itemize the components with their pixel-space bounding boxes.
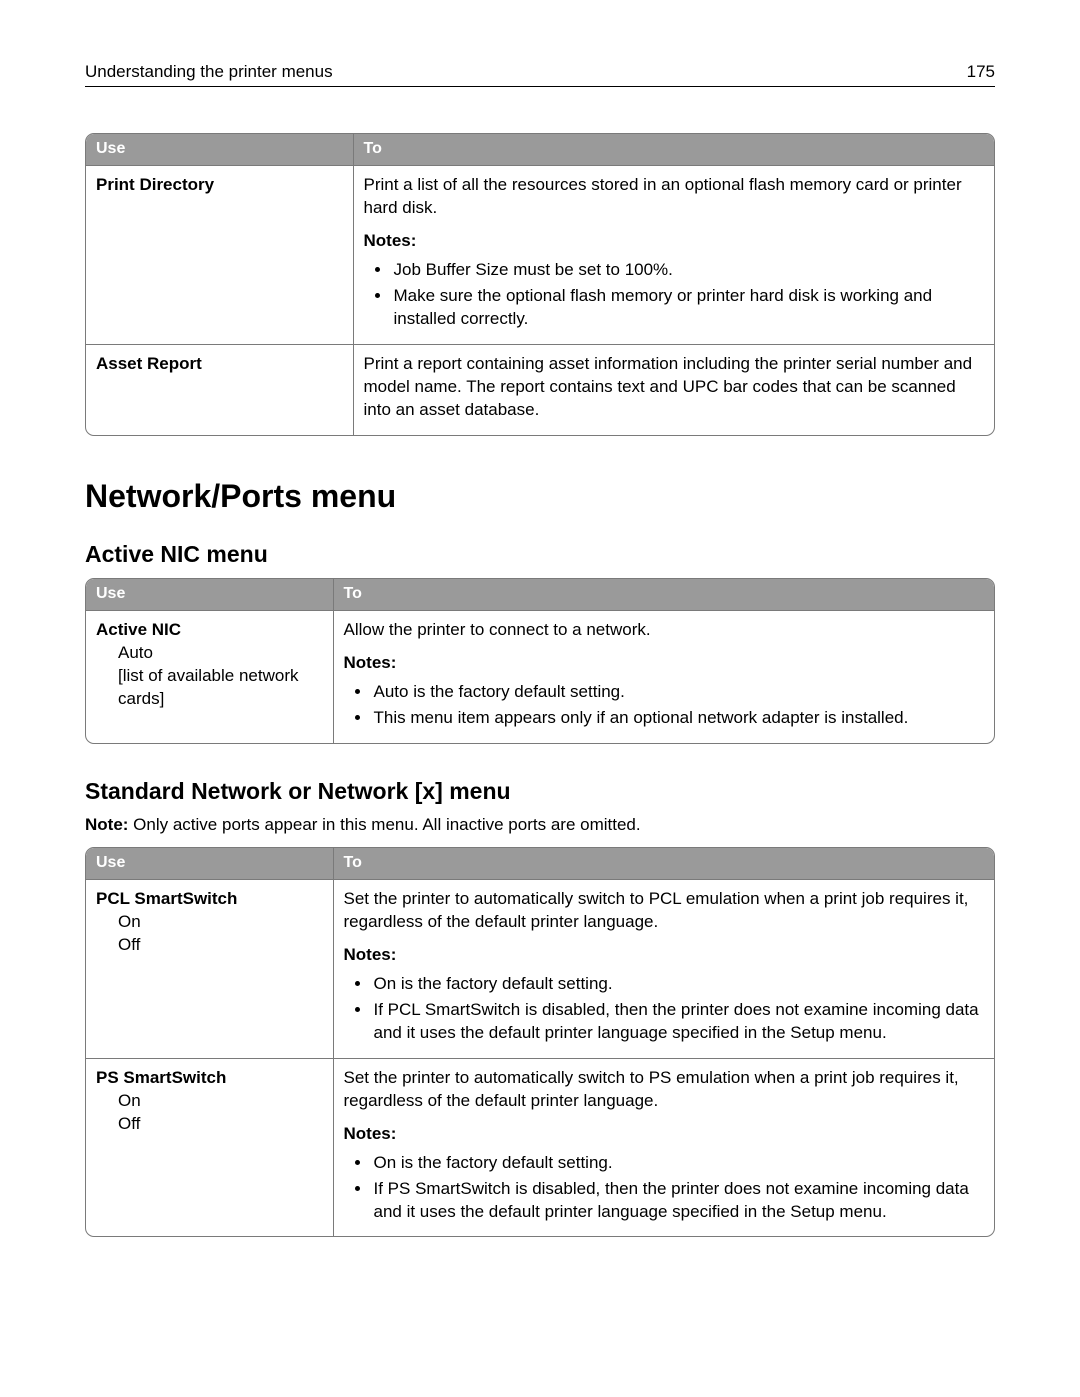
- notes-list: Job Buffer Size must be set to 100%. Mak…: [364, 259, 985, 331]
- section-note: Note: Only active ports appear in this m…: [85, 815, 995, 835]
- page: Understanding the printer menus 175 Use …: [0, 0, 1080, 1397]
- note-item: This menu item appears only if an option…: [372, 707, 985, 730]
- notes-label: Notes:: [344, 944, 985, 967]
- row-title: Asset Report: [96, 354, 202, 373]
- note-item: Make sure the optional flash memory or p…: [392, 285, 985, 331]
- row-description: Set the printer to automatically switch …: [344, 888, 985, 934]
- row-title: PS SmartSwitch: [96, 1067, 323, 1090]
- row-option: Off: [96, 1113, 323, 1136]
- row-description: Allow the printer to connect to a networ…: [344, 619, 985, 642]
- row-title: PCL SmartSwitch: [96, 888, 323, 911]
- row-title: Active NIC: [96, 619, 323, 642]
- table-active-nic: Use To Active NIC Auto [list of availabl…: [85, 578, 995, 744]
- notes-label: Notes:: [344, 1123, 985, 1146]
- row-description: Print a list of all the resources stored…: [364, 174, 985, 220]
- section-heading: Network/Ports menu: [85, 478, 995, 515]
- note-item: On is the factory default setting.: [372, 973, 985, 996]
- note-item: On is the factory default setting.: [372, 1152, 985, 1175]
- header-title: Understanding the printer menus: [85, 62, 333, 82]
- table-header-to: To: [333, 579, 994, 611]
- note-item: Job Buffer Size must be set to 100%.: [392, 259, 985, 282]
- row-option: [list of available network cards]: [96, 665, 323, 711]
- table-row: Active NIC Auto [list of available netwo…: [86, 611, 994, 743]
- note-item: If PCL SmartSwitch is disabled, then the…: [372, 999, 985, 1045]
- table-header-use: Use: [86, 848, 333, 880]
- table-standard-network: Use To PCL SmartSwitch On Off Set the pr…: [85, 847, 995, 1237]
- row-description: Print a report containing asset informat…: [364, 353, 985, 422]
- notes-list: On is the factory default setting. If PC…: [344, 973, 985, 1045]
- table-header-to: To: [353, 134, 994, 166]
- table-reports: Use To Print Directory Print a list of a…: [85, 133, 995, 436]
- table-row: PCL SmartSwitch On Off Set the printer t…: [86, 880, 994, 1059]
- row-option: Off: [96, 934, 323, 957]
- subsection-heading-standard-network: Standard Network or Network [x] menu: [85, 778, 995, 805]
- notes-label: Notes:: [344, 652, 985, 675]
- row-description: Set the printer to automatically switch …: [344, 1067, 985, 1113]
- row-option: On: [96, 911, 323, 934]
- note-item: If PS SmartSwitch is disabled, then the …: [372, 1178, 985, 1224]
- note-text: Only active ports appear in this menu. A…: [128, 815, 640, 834]
- table-row: Asset Report Print a report containing a…: [86, 344, 994, 435]
- row-option: Auto: [96, 642, 323, 665]
- table-header-to: To: [333, 848, 994, 880]
- page-header: Understanding the printer menus 175: [85, 62, 995, 87]
- notes-list: On is the factory default setting. If PS…: [344, 1152, 985, 1224]
- subsection-heading-active-nic: Active NIC menu: [85, 541, 995, 568]
- table-header-use: Use: [86, 134, 353, 166]
- note-item: Auto is the factory default setting.: [372, 681, 985, 704]
- notes-list: Auto is the factory default setting. Thi…: [344, 681, 985, 730]
- row-option: On: [96, 1090, 323, 1113]
- table-row: Print Directory Print a list of all the …: [86, 166, 994, 345]
- table-row: PS SmartSwitch On Off Set the printer to…: [86, 1058, 994, 1236]
- notes-label: Notes:: [364, 230, 985, 253]
- note-prefix: Note:: [85, 815, 128, 834]
- table-header-use: Use: [86, 579, 333, 611]
- row-title: Print Directory: [96, 175, 214, 194]
- header-page-number: 175: [967, 62, 995, 82]
